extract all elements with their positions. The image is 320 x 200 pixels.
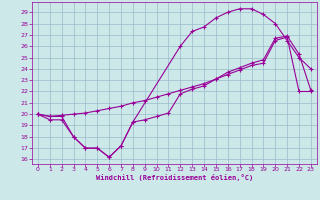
X-axis label: Windchill (Refroidissement éolien,°C): Windchill (Refroidissement éolien,°C) (96, 174, 253, 181)
